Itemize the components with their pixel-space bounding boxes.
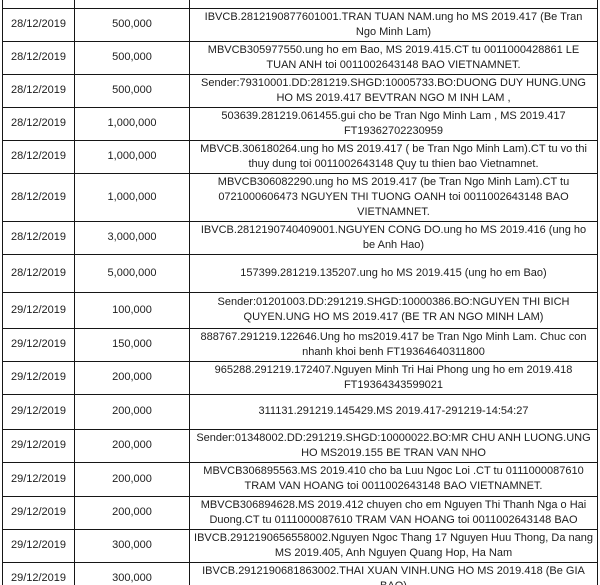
table-row-partial-top	[2, 0, 598, 9]
amount-cell: 150,000	[74, 327, 190, 362]
date-cell: 28/12/2019	[2, 220, 75, 255]
amount-cell: 500,000	[74, 7, 190, 42]
description-cell: IBVCB.2912190681863002.THAI XUAN VINH.UN…	[189, 561, 598, 585]
table-row: 28/12/2019 500,000 Sender:79310001.DD:28…	[2, 73, 598, 108]
amount-cell: 200,000	[74, 360, 190, 395]
table-row: 28/12/2019 1,000,000 MBVCB306082290.ung …	[2, 172, 598, 222]
date-cell: 29/12/2019	[2, 528, 75, 563]
amount-cell: 1,000,000	[74, 139, 190, 174]
amount-cell: 200,000	[74, 461, 190, 497]
table-row: 29/12/2019 200,000 311131.291219.145429.…	[2, 393, 598, 430]
date-cell: 29/12/2019	[2, 360, 75, 395]
amount-cell: 500,000	[74, 40, 190, 75]
table-row: 28/12/2019 3,000,000 IBVCB.2812190740409…	[2, 220, 598, 255]
description-cell	[189, 0, 598, 9]
table-row: 29/12/2019 100,000 Sender:01201003.DD:29…	[2, 291, 598, 329]
table-row: 28/12/2019 500,000 MBVCB305977550.ung ho…	[2, 40, 598, 75]
table-row: 28/12/2019 1,000,000 MBVCB.306180264.ung…	[2, 139, 598, 174]
date-cell: 29/12/2019	[2, 393, 75, 430]
date-cell: 28/12/2019	[2, 73, 75, 108]
date-cell	[2, 0, 75, 9]
amount-cell	[74, 0, 190, 9]
amount-cell: 1,000,000	[74, 172, 190, 222]
description-cell: 157399.281219.135207.ung ho MS 2019.415 …	[189, 253, 598, 293]
date-cell: 28/12/2019	[2, 172, 75, 222]
description-cell: 311131.291219.145429.MS 2019.417-291219-…	[189, 393, 598, 430]
date-cell: 28/12/2019	[2, 7, 75, 42]
description-cell: MBVCB306894628.MS 2019.412 chuyen cho em…	[189, 495, 598, 530]
amount-cell: 200,000	[74, 495, 190, 530]
date-cell: 29/12/2019	[2, 461, 75, 497]
table-row: 29/12/2019 300,000 IBVCB.291219065655800…	[2, 528, 598, 563]
amount-cell: 500,000	[74, 73, 190, 108]
table-row: 29/12/2019 300,000 IBVCB.291219068186300…	[2, 561, 598, 585]
amount-cell: 200,000	[74, 428, 190, 463]
description-cell: 888767.291219.122646.Ung ho ms2019.417 b…	[189, 327, 598, 362]
date-cell: 29/12/2019	[2, 291, 75, 329]
amount-cell: 5,000,000	[74, 253, 190, 293]
date-cell: 29/12/2019	[2, 495, 75, 530]
table-row: 28/12/2019 500,000 IBVCB.281219087760100…	[2, 7, 598, 42]
amount-cell: 1,000,000	[74, 106, 190, 141]
description-cell: MBVCB306082290.ung ho MS 2019.417 (be Tr…	[189, 172, 598, 222]
description-cell: MBVCB.306180264.ung ho MS 2019.417 ( be …	[189, 139, 598, 174]
amount-cell: 3,000,000	[74, 220, 190, 255]
table-row: 29/12/2019 200,000 Sender:01348002.DD:29…	[2, 428, 598, 463]
date-cell: 29/12/2019	[2, 428, 75, 463]
description-cell: IBVCB.2812190877601001.TRAN TUAN NAM.ung…	[189, 7, 598, 42]
description-cell: IBVCB.2912190656558002.Nguyen Ngoc Thang…	[189, 528, 598, 563]
amount-cell: 200,000	[74, 393, 190, 430]
description-cell: MBVCB305977550.ung ho em Bao, MS 2019.41…	[189, 40, 598, 75]
description-cell: MBVCB306895563.MS 2019.410 cho ba Luu Ng…	[189, 461, 598, 497]
description-cell: 503639.281219.061455.gui cho be Tran Ngo…	[189, 106, 598, 141]
description-cell: Sender:01201003.DD:291219.SHGD:10000386.…	[189, 291, 598, 329]
date-cell: 29/12/2019	[2, 327, 75, 362]
amount-cell: 300,000	[74, 528, 190, 563]
table-row: 29/12/2019 200,000 MBVCB306894628.MS 201…	[2, 495, 598, 530]
date-cell: 28/12/2019	[2, 40, 75, 75]
date-cell: 28/12/2019	[2, 253, 75, 293]
date-cell: 29/12/2019	[2, 561, 75, 585]
date-cell: 28/12/2019	[2, 106, 75, 141]
description-cell: IBVCB.2812190740409001.NGUYEN CONG DO.un…	[189, 220, 598, 255]
table-row: 29/12/2019 200,000 MBVCB306895563.MS 201…	[2, 461, 598, 497]
description-cell: Sender:79310001.DD:281219.SHGD:10005733.…	[189, 73, 598, 108]
amount-cell: 100,000	[74, 291, 190, 329]
description-cell: 965288.291219.172407.Nguyen Minh Tri Hai…	[189, 360, 598, 395]
table-row: 28/12/2019 5,000,000 157399.281219.13520…	[2, 253, 598, 293]
date-cell: 28/12/2019	[2, 139, 75, 174]
amount-cell: 300,000	[74, 561, 190, 585]
table-row: 28/12/2019 1,000,000 503639.281219.06145…	[2, 106, 598, 141]
table-row: 29/12/2019 200,000 965288.291219.172407.…	[2, 360, 598, 395]
table-row: 29/12/2019 150,000 888767.291219.122646.…	[2, 327, 598, 362]
description-cell: Sender:01348002.DD:291219.SHGD:10000022.…	[189, 428, 598, 463]
